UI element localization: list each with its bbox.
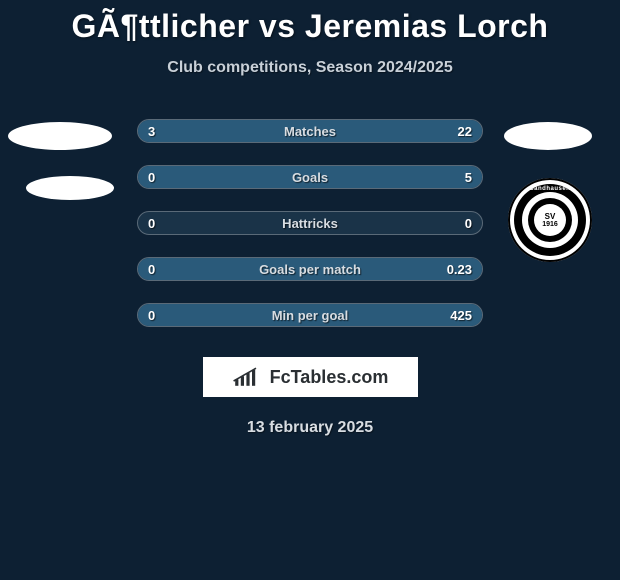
player-left-badge bbox=[8, 122, 118, 212]
placeholder-ellipse bbox=[504, 122, 592, 150]
placeholder-ellipse bbox=[8, 122, 112, 150]
page-title: GÃ¶ttlicher vs Jeremias Lorch bbox=[0, 0, 620, 45]
date-text: 13 february 2025 bbox=[0, 419, 620, 437]
stat-right-value: 22 bbox=[458, 124, 472, 139]
bar-chart-icon bbox=[232, 365, 264, 389]
stat-label: Matches bbox=[284, 124, 336, 139]
stat-label: Goals per match bbox=[259, 262, 361, 277]
stat-label: Min per goal bbox=[272, 308, 349, 323]
stat-left-value: 0 bbox=[148, 262, 155, 277]
stat-left-value: 3 bbox=[148, 124, 155, 139]
stat-row: 0 Min per goal 425 bbox=[137, 303, 483, 327]
stat-left-value: 0 bbox=[148, 216, 155, 231]
fctables-logo: FcTables.com bbox=[203, 357, 418, 397]
stat-right-value: 425 bbox=[450, 308, 472, 323]
crest-sv-text: SV bbox=[545, 213, 556, 221]
player-right-badge: SV 1916 Sandhausen bbox=[500, 178, 600, 262]
stat-label: Goals bbox=[292, 170, 328, 185]
stat-row: 0 Goals per match 0.23 bbox=[137, 257, 483, 281]
subtitle: Club competitions, Season 2024/2025 bbox=[0, 59, 620, 77]
stat-row: 0 Hattricks 0 bbox=[137, 211, 483, 235]
stat-row: 3 Matches 22 bbox=[137, 119, 483, 143]
stat-row: 0 Goals 5 bbox=[137, 165, 483, 189]
stat-fill-left bbox=[138, 120, 179, 142]
crest-year-text: 1916 bbox=[542, 221, 558, 228]
logo-text: FcTables.com bbox=[270, 367, 389, 388]
stat-right-value: 5 bbox=[465, 170, 472, 185]
stat-left-value: 0 bbox=[148, 308, 155, 323]
stat-right-value: 0.23 bbox=[447, 262, 472, 277]
stat-right-value: 0 bbox=[465, 216, 472, 231]
crest-club-name: Sandhausen bbox=[508, 186, 592, 192]
placeholder-ellipse bbox=[26, 176, 114, 200]
stat-label: Hattricks bbox=[282, 216, 338, 231]
stat-left-value: 0 bbox=[148, 170, 155, 185]
club-crest-icon: SV 1916 Sandhausen bbox=[508, 178, 592, 262]
